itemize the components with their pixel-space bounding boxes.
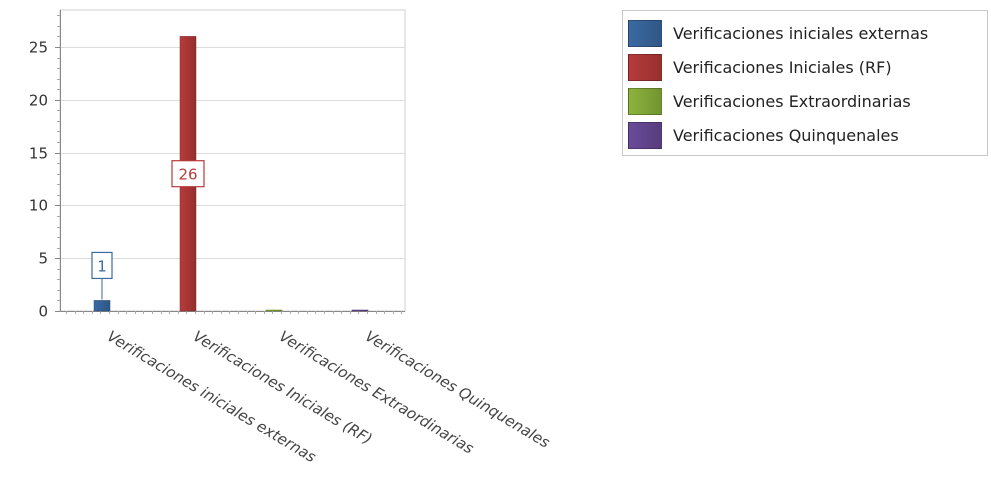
data-label: 26 [178, 166, 197, 184]
tick-labels: 0 5 10 15 20 25 [29, 39, 48, 321]
y-tick-label: 10 [29, 197, 48, 215]
legend-label: Verificaciones Quinquenales [673, 125, 899, 145]
legend-swatch [628, 87, 662, 115]
data-labels: 1 26 [91, 160, 205, 300]
data-label-box [91, 251, 113, 280]
legend-item: Verificaciones Quinquenales [628, 118, 987, 152]
legend-item: Verificaciones iniciales externas [628, 16, 987, 50]
bar [351, 309, 369, 312]
data-label: 1 [97, 257, 107, 275]
y-tick-label: 5 [38, 250, 48, 268]
y-tick-label: 15 [29, 145, 48, 163]
legend-item: Verificaciones Extraordinarias [628, 84, 987, 118]
bar [93, 300, 111, 312]
legend-label: Verificaciones Iniciales (RF) [673, 57, 892, 77]
legend-label: Verificaciones Extraordinarias [673, 91, 911, 111]
legend-swatch [628, 121, 662, 149]
data-label-box [171, 160, 205, 188]
legend-label: Verificaciones iniciales externas [673, 23, 929, 43]
legend-item: Verificaciones Iniciales (RF) [628, 50, 987, 84]
legend-swatch [628, 19, 662, 47]
legend: Verificaciones iniciales externas Verifi… [622, 10, 988, 156]
axes [55, 10, 405, 314]
y-tick-label: 0 [38, 303, 48, 321]
plot-area [59, 9, 406, 312]
category-labels: Verificaciones iniciales externasVerific… [104, 327, 553, 466]
legend-swatch [628, 53, 662, 81]
y-tick-label: 20 [29, 92, 48, 110]
gridlines [59, 9, 406, 312]
bar [265, 309, 283, 312]
y-tick-label: 25 [29, 39, 48, 57]
